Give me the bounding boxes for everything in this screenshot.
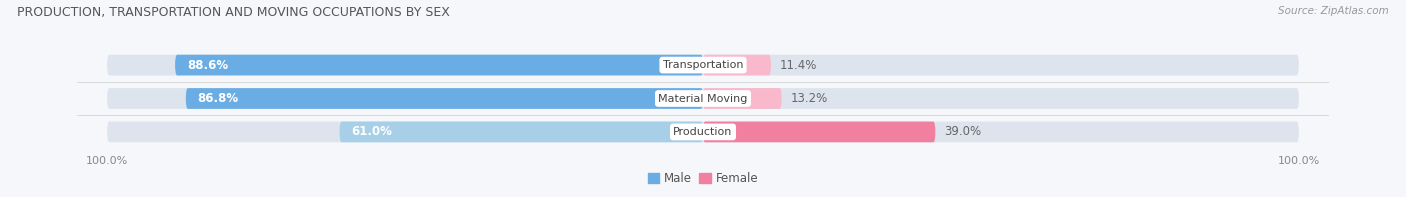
Text: Material Moving: Material Moving: [658, 94, 748, 103]
Legend: Male, Female: Male, Female: [643, 167, 763, 190]
FancyBboxPatch shape: [176, 55, 703, 75]
FancyBboxPatch shape: [703, 122, 935, 142]
FancyBboxPatch shape: [107, 122, 1299, 142]
FancyBboxPatch shape: [703, 88, 782, 109]
Text: PRODUCTION, TRANSPORTATION AND MOVING OCCUPATIONS BY SEX: PRODUCTION, TRANSPORTATION AND MOVING OC…: [17, 6, 450, 19]
FancyBboxPatch shape: [107, 55, 1299, 75]
Text: Production: Production: [673, 127, 733, 137]
Text: Source: ZipAtlas.com: Source: ZipAtlas.com: [1278, 6, 1389, 16]
Text: 13.2%: 13.2%: [790, 92, 828, 105]
Text: 11.4%: 11.4%: [780, 59, 817, 72]
Text: 86.8%: 86.8%: [198, 92, 239, 105]
FancyBboxPatch shape: [107, 88, 1299, 109]
Text: 61.0%: 61.0%: [352, 125, 392, 138]
Text: 88.6%: 88.6%: [187, 59, 228, 72]
FancyBboxPatch shape: [186, 88, 703, 109]
Text: 39.0%: 39.0%: [945, 125, 981, 138]
FancyBboxPatch shape: [339, 122, 703, 142]
Text: Transportation: Transportation: [662, 60, 744, 70]
FancyBboxPatch shape: [703, 55, 770, 75]
